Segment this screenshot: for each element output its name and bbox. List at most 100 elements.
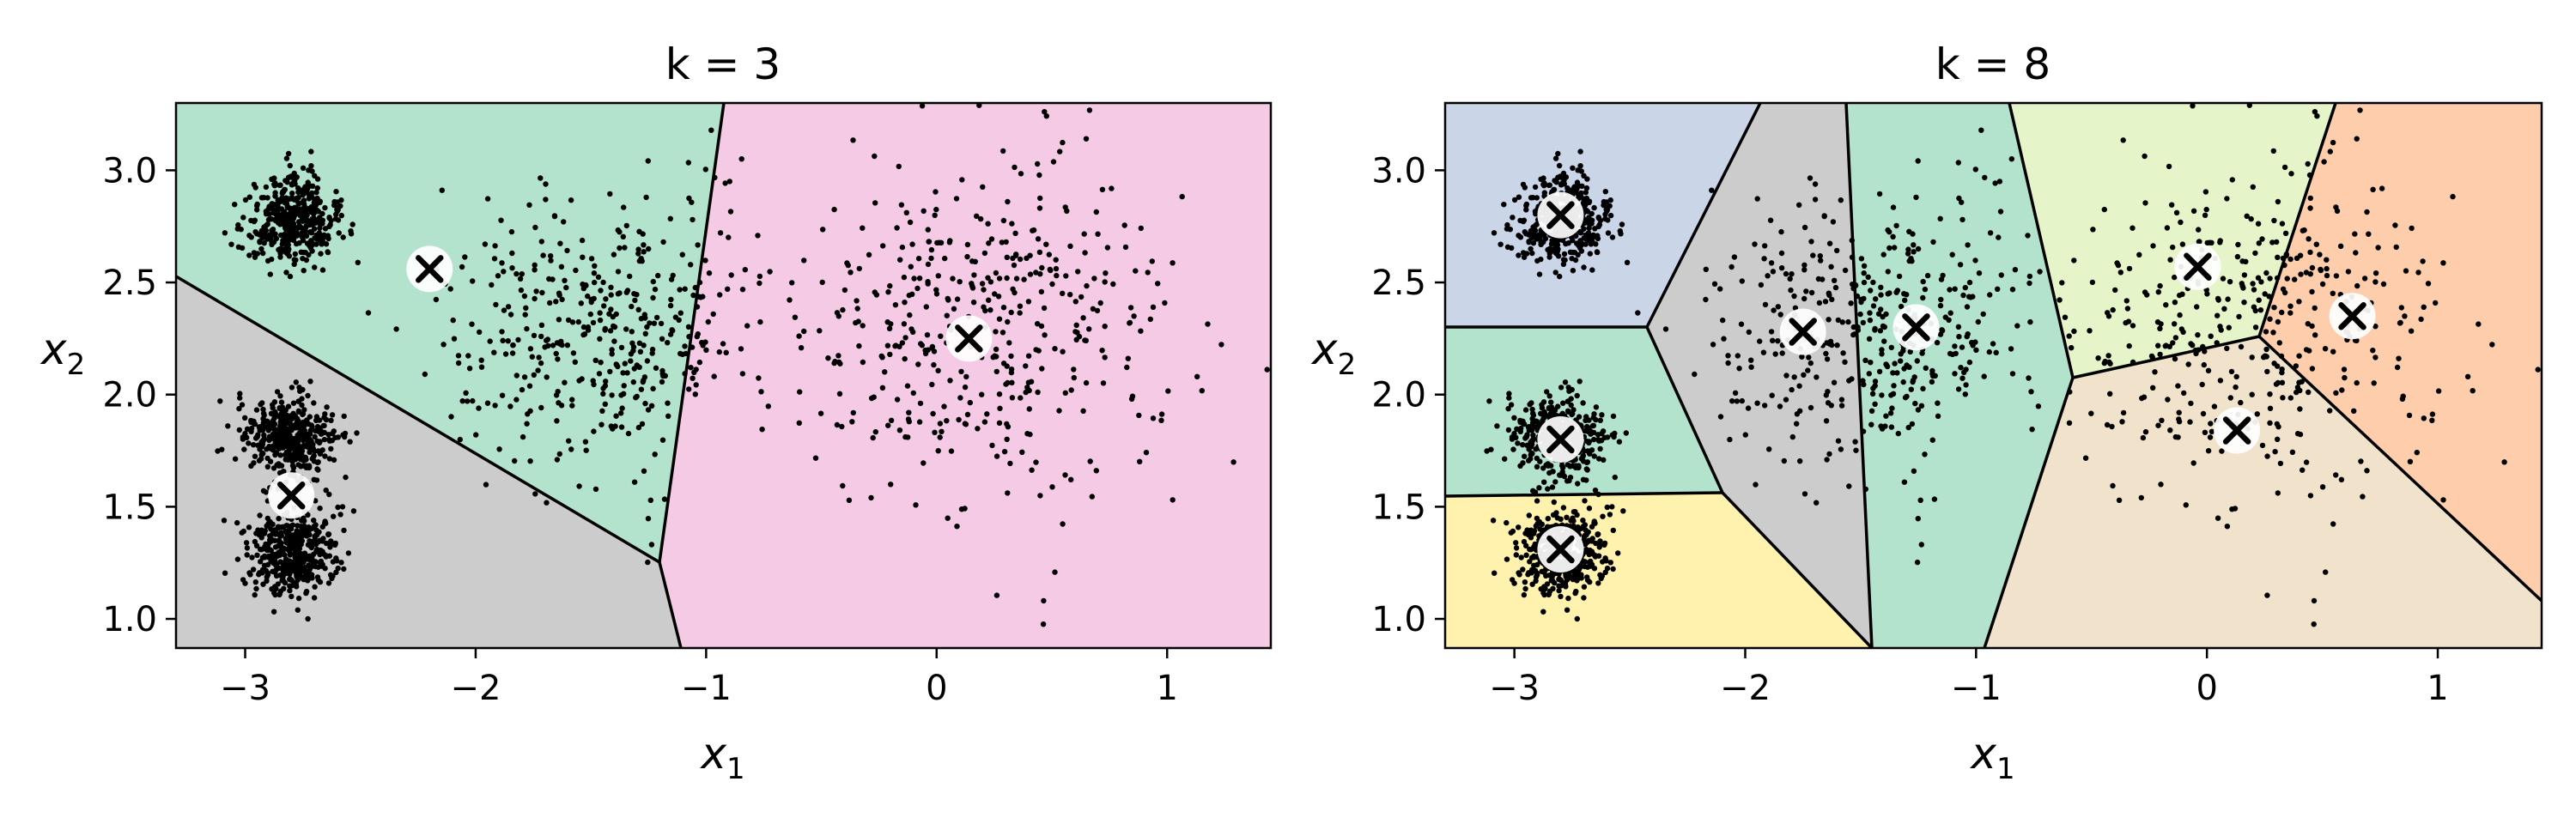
data-point bbox=[646, 245, 652, 252]
data-point bbox=[1170, 497, 1176, 503]
data-point bbox=[340, 234, 346, 240]
data-point bbox=[527, 346, 534, 352]
data-point bbox=[1810, 252, 1816, 258]
data-point bbox=[1595, 580, 1601, 586]
data-point bbox=[1591, 520, 1597, 526]
data-point bbox=[726, 179, 732, 185]
data-point bbox=[2333, 273, 2340, 279]
data-point bbox=[1025, 299, 1032, 305]
data-point bbox=[316, 428, 322, 435]
data-point bbox=[2176, 409, 2182, 415]
data-point bbox=[318, 547, 324, 554]
data-point bbox=[2087, 328, 2093, 334]
data-point bbox=[320, 422, 326, 429]
data-point bbox=[1071, 374, 1078, 381]
data-point bbox=[708, 127, 714, 133]
data-point bbox=[507, 312, 514, 318]
data-point bbox=[756, 280, 762, 287]
data-point bbox=[1922, 451, 1928, 457]
data-point bbox=[2228, 368, 2235, 375]
data-point bbox=[2267, 391, 2273, 397]
data-point bbox=[1769, 392, 1775, 398]
data-point bbox=[2190, 208, 2197, 214]
data-point bbox=[2028, 389, 2034, 395]
data-point bbox=[333, 555, 339, 561]
data-point bbox=[682, 343, 688, 349]
data-point bbox=[287, 587, 293, 594]
data-point bbox=[1980, 311, 1986, 318]
data-point bbox=[846, 497, 853, 503]
data-point bbox=[1796, 202, 1802, 208]
data-point bbox=[925, 261, 932, 268]
data-point bbox=[2298, 271, 2304, 277]
data-point bbox=[2144, 292, 2150, 298]
data-point bbox=[512, 457, 518, 464]
data-point bbox=[1937, 302, 1944, 309]
data-point bbox=[309, 456, 315, 462]
data-point bbox=[645, 407, 652, 413]
data-point bbox=[2227, 395, 2233, 401]
data-point bbox=[686, 195, 692, 202]
data-point bbox=[295, 438, 301, 444]
data-point bbox=[618, 392, 624, 398]
data-point bbox=[1826, 240, 1833, 246]
data-point bbox=[236, 427, 242, 433]
data-point bbox=[1829, 342, 1835, 348]
data-point bbox=[1553, 179, 1559, 185]
data-point bbox=[600, 385, 606, 391]
data-point bbox=[1518, 425, 1524, 432]
data-point bbox=[280, 445, 286, 451]
data-point bbox=[621, 204, 627, 210]
data-point bbox=[579, 237, 586, 244]
data-point bbox=[2306, 389, 2312, 396]
data-point bbox=[1826, 451, 1832, 457]
data-point bbox=[2029, 427, 2035, 433]
data-point bbox=[744, 323, 750, 329]
data-point bbox=[287, 162, 293, 169]
data-point bbox=[1137, 458, 1143, 464]
data-point bbox=[1025, 353, 1032, 359]
data-point bbox=[1570, 268, 1577, 274]
data-point bbox=[1582, 498, 1588, 504]
data-point bbox=[1777, 403, 1783, 409]
data-point bbox=[261, 240, 267, 246]
data-point bbox=[2318, 94, 2324, 100]
data-point bbox=[1860, 428, 1867, 434]
data-point bbox=[1571, 518, 1577, 524]
data-point bbox=[1914, 559, 1921, 566]
data-point bbox=[2012, 267, 2019, 273]
data-point bbox=[295, 432, 301, 439]
data-point bbox=[2120, 409, 2127, 416]
data-point bbox=[1757, 338, 1763, 344]
data-point bbox=[1901, 291, 1907, 297]
data-point bbox=[969, 281, 975, 287]
data-point bbox=[2215, 515, 2221, 521]
data-point bbox=[280, 524, 287, 530]
data-point bbox=[1908, 386, 1914, 392]
data-point bbox=[329, 575, 335, 582]
data-point bbox=[1023, 363, 1029, 369]
data-point bbox=[2398, 305, 2404, 311]
data-point bbox=[252, 229, 258, 235]
data-point bbox=[1507, 227, 1514, 233]
data-point bbox=[1886, 290, 1893, 296]
data-point bbox=[1264, 367, 1270, 373]
data-point bbox=[1893, 222, 1899, 229]
data-point bbox=[1054, 272, 1060, 279]
data-point bbox=[1887, 410, 1894, 416]
data-point bbox=[1138, 225, 1145, 232]
data-point bbox=[1532, 184, 1539, 191]
data-point bbox=[1962, 391, 1968, 397]
data-point bbox=[256, 572, 262, 578]
data-point bbox=[1801, 224, 1808, 231]
data-point bbox=[1905, 246, 1911, 252]
data-point bbox=[1877, 328, 1884, 334]
data-point bbox=[1540, 609, 1546, 615]
data-point bbox=[1578, 190, 1584, 197]
data-point bbox=[602, 401, 608, 407]
data-point bbox=[1918, 542, 1924, 548]
data-point bbox=[309, 248, 315, 254]
data-point bbox=[986, 240, 992, 246]
data-point bbox=[1004, 436, 1010, 442]
data-point bbox=[920, 460, 927, 466]
